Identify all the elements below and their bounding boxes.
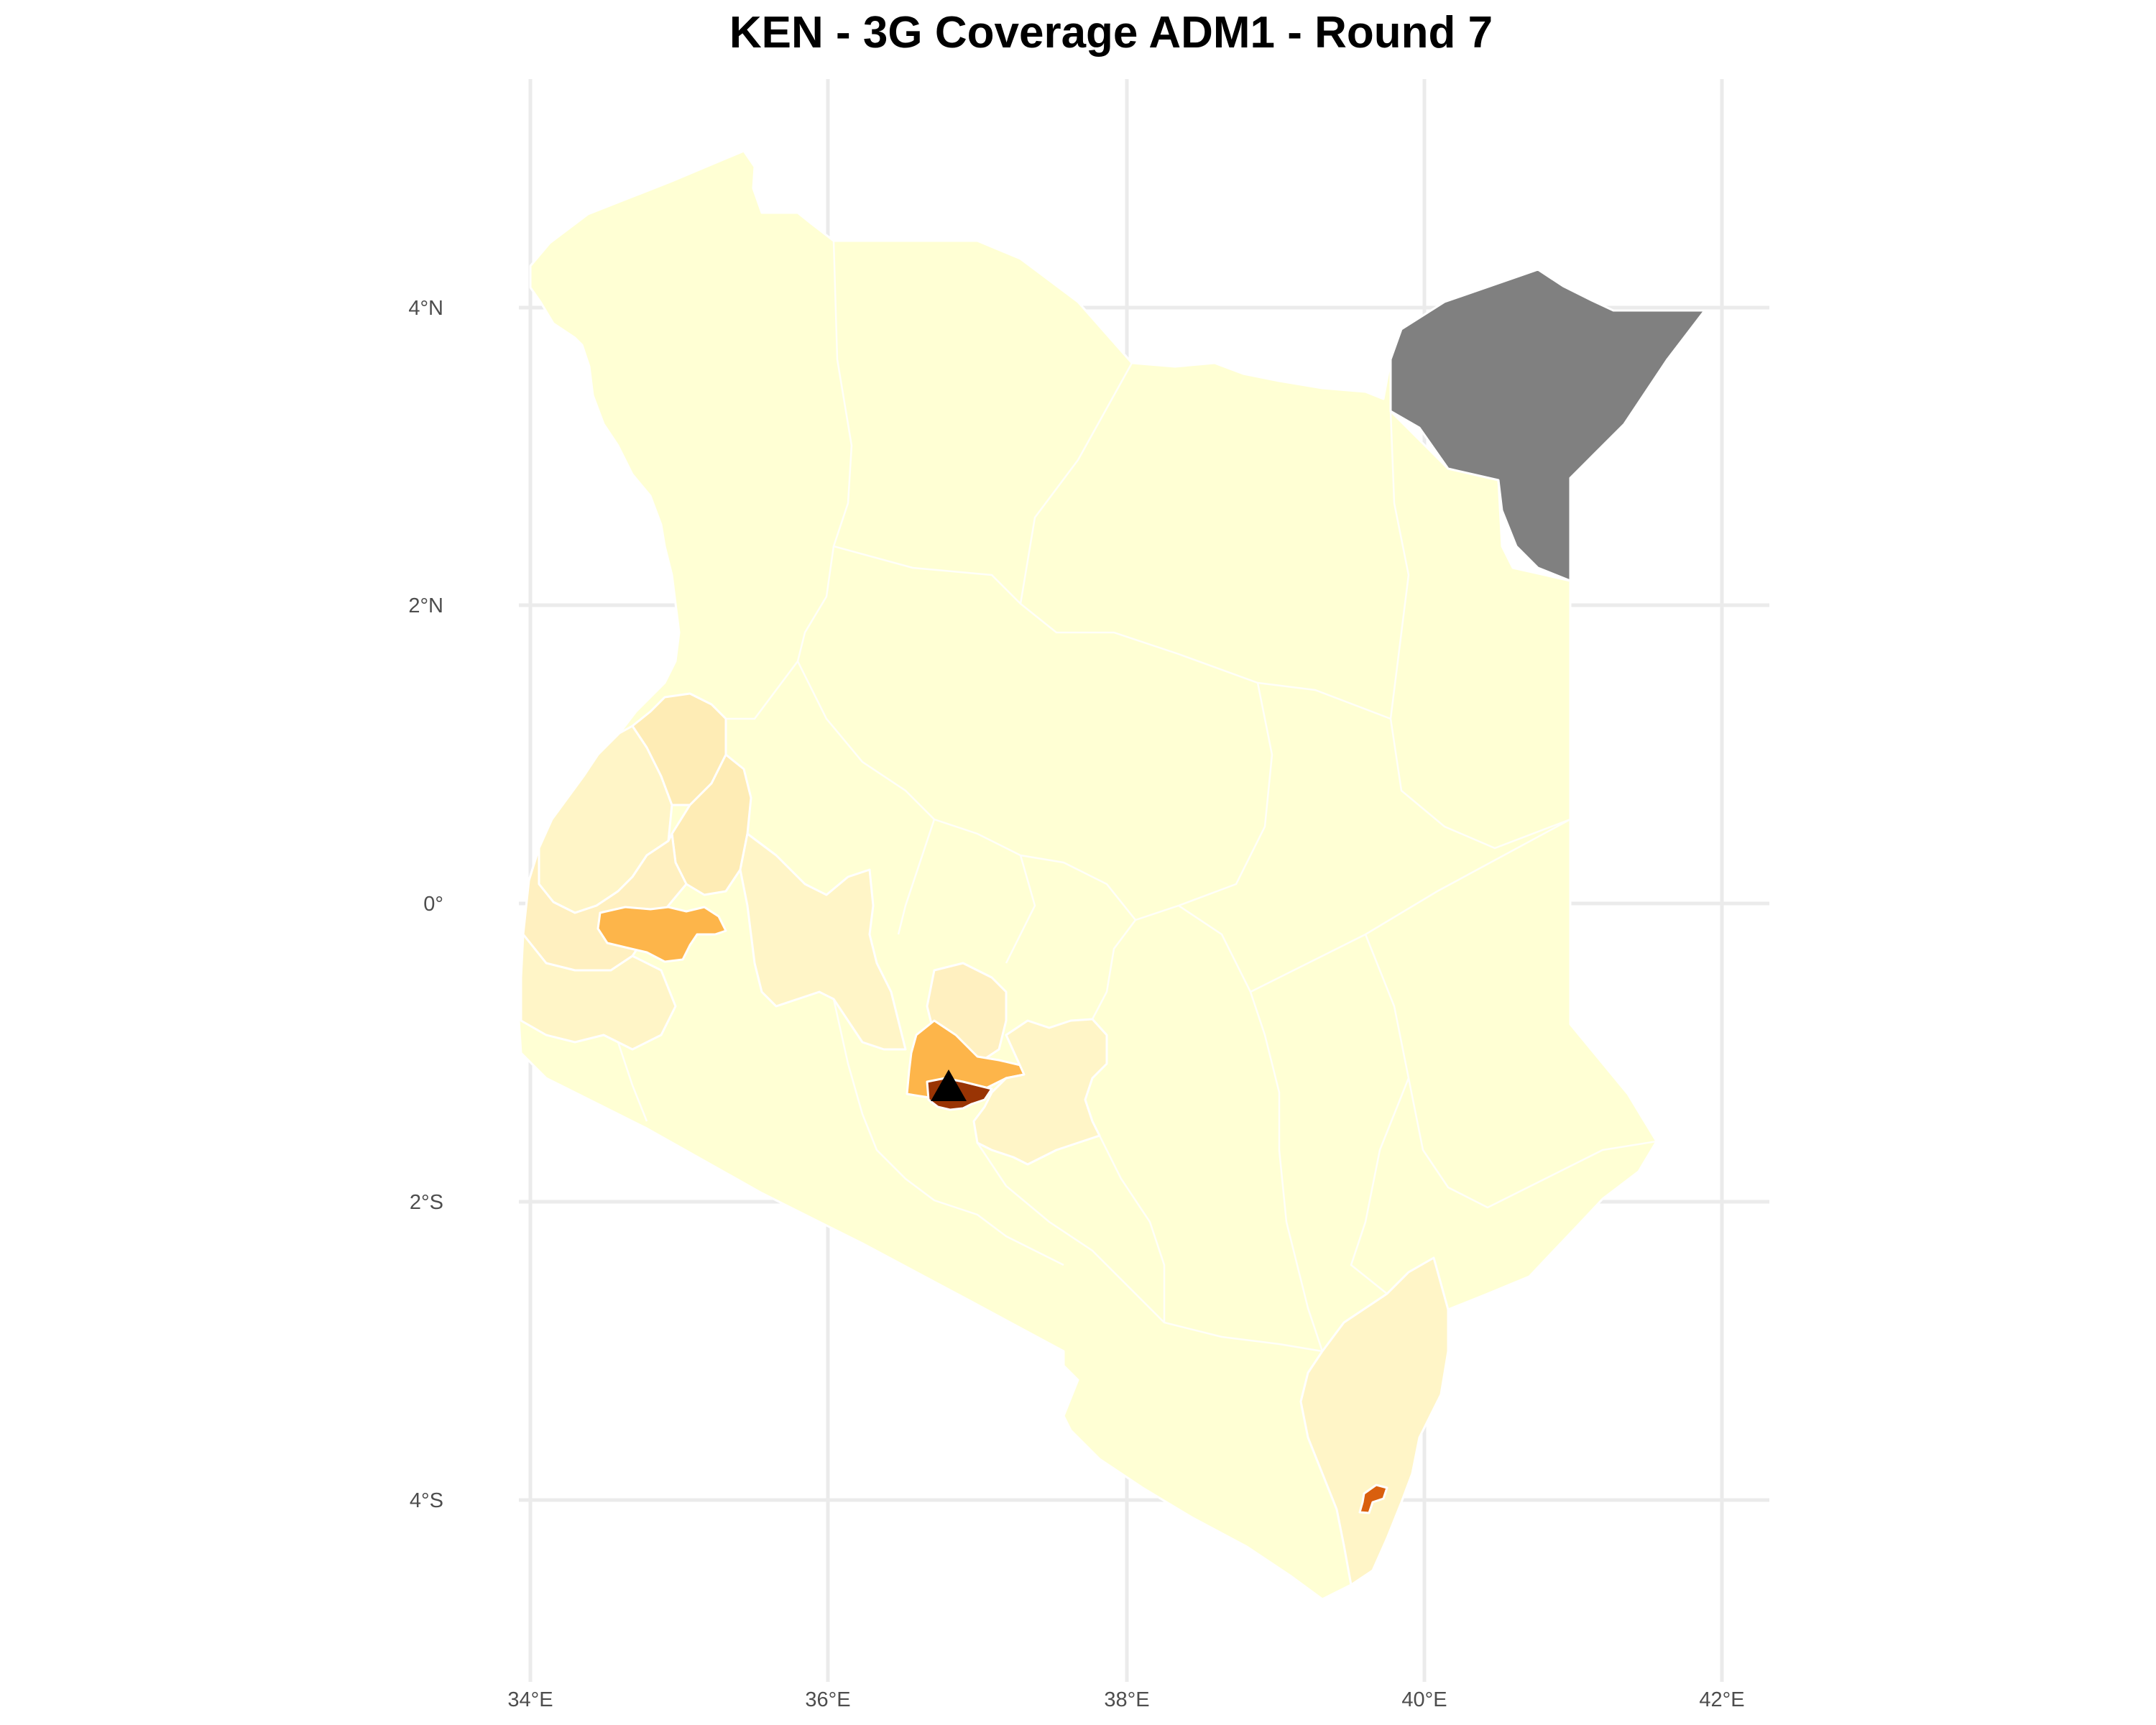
y-tick-label: 4°N	[408, 297, 443, 320]
region-rift-central	[739, 832, 907, 1051]
x-tick-label: 42°E	[1699, 1688, 1744, 1711]
kenya-map	[517, 150, 1706, 1601]
county-borders	[617, 240, 1657, 1353]
y-tick-label: 0°	[423, 893, 443, 916]
x-tick-label: 36°E	[805, 1688, 850, 1711]
region-no-data-mandera	[1389, 268, 1706, 582]
region-kwale	[1299, 1256, 1450, 1586]
x-tick-label: 40°E	[1401, 1688, 1447, 1711]
y-axis-labels: 4°N 2°N 0° 2°S 4°S	[408, 297, 443, 1512]
map-title: KEN - 3G Coverage ADM1 - Round 7	[729, 8, 1493, 58]
region-kakamega	[596, 906, 727, 963]
x-tick-label: 38°E	[1104, 1688, 1149, 1711]
x-axis-labels: 34°E 36°E 38°E 40°E 42°E	[507, 1688, 1744, 1711]
triangle-marker-icon	[931, 1070, 967, 1101]
region-machakos	[972, 1018, 1108, 1166]
region-mombasa	[1358, 1484, 1388, 1514]
y-tick-label: 2°S	[410, 1191, 443, 1214]
y-tick-label: 4°S	[410, 1489, 443, 1512]
y-tick-label: 2°N	[408, 594, 443, 617]
x-tick-label: 34°E	[507, 1688, 553, 1711]
region-west-5	[520, 933, 677, 1051]
